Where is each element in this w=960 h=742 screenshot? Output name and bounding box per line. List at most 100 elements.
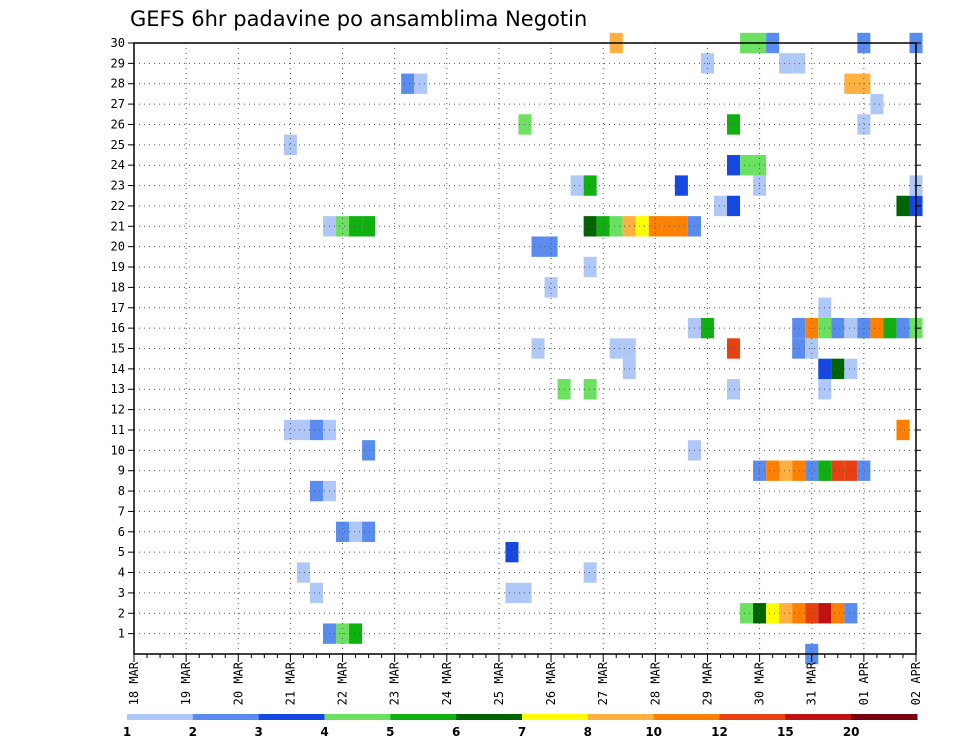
cell-84: [727, 195, 741, 217]
colorbar-label: 12: [711, 725, 728, 739]
colorbar-swatch: [851, 714, 918, 720]
y-tick-label: 6: [118, 525, 125, 539]
cell-31: [857, 460, 871, 481]
cell-11: [844, 603, 858, 624]
x-axis: 18 MAR 19 MAR 20 MAR 21 MAR 22 MAR 23 MAR 24 M…: [127, 654, 923, 705]
x-tick-label: 25 MAR: [492, 661, 506, 705]
colorbar-label: 15: [777, 725, 794, 739]
cell-20: [362, 521, 376, 542]
y-tick-label: 4: [118, 566, 125, 580]
cell-21: [309, 480, 323, 502]
cells-layer: [283, 32, 923, 665]
cell-19: [349, 521, 363, 542]
cell-63: [896, 317, 910, 339]
cell-75: [596, 216, 610, 237]
cell-67: [583, 256, 597, 278]
cell-15: [296, 562, 310, 583]
cell-80: [661, 216, 675, 237]
y-tick-label: 7: [118, 504, 125, 518]
y-tick-label: 26: [111, 117, 125, 131]
cell-106: [792, 53, 806, 74]
cell-24: [766, 460, 780, 481]
cell-78: [635, 216, 649, 237]
colorbar-swatch: [653, 714, 720, 720]
cell-88: [583, 175, 597, 196]
cell-101: [414, 73, 428, 94]
cell-41: [727, 379, 741, 400]
cell-12: [309, 582, 323, 604]
colorbar-swatch: [456, 714, 523, 720]
y-tick-label: 19: [111, 260, 125, 274]
cell-51: [792, 338, 806, 359]
cell-55: [792, 317, 806, 339]
x-tick-label: 18 MAR: [127, 661, 141, 705]
y-tick-label: 13: [111, 382, 125, 396]
cell-76: [609, 216, 623, 237]
y-tick-label: 1: [118, 627, 125, 641]
colorbar-label: 6: [452, 725, 460, 739]
x-tick-label: 29 MAR: [700, 661, 714, 705]
cell-99: [870, 93, 884, 115]
cell-13: [505, 582, 519, 604]
y-tick-label: 18: [111, 280, 125, 294]
x-tick-label: 19 MAR: [179, 661, 193, 705]
cell-102: [844, 73, 858, 94]
grid-layer: [134, 43, 916, 654]
cell-93: [740, 155, 754, 176]
x-tick-label: 30 MAR: [753, 661, 767, 705]
colorbar-label: 7: [518, 725, 526, 739]
cell-69: [544, 236, 558, 257]
cell-2: [349, 623, 363, 644]
colorbar-label: 1: [123, 725, 131, 739]
x-tick-label: 27 MAR: [596, 661, 610, 705]
cell-100: [401, 73, 415, 94]
y-tick-label: 24: [111, 158, 125, 172]
y-tick-label: 27: [111, 97, 125, 111]
colorbar-label: 20: [843, 725, 860, 739]
colorbar-swatch: [127, 714, 194, 720]
cell-66: [544, 277, 558, 298]
cell-6: [779, 603, 793, 624]
cell-38: [896, 419, 910, 441]
x-tick-label: 22 MAR: [336, 661, 350, 705]
cell-89: [674, 175, 688, 196]
cell-72: [349, 216, 363, 237]
cell-87: [570, 175, 584, 196]
colorbar: 1 2 3 4 5 6 7 8 10 12 15 20: [123, 714, 918, 739]
cell-47: [531, 338, 545, 359]
colorbar-label: 5: [386, 725, 394, 739]
cell-26: [792, 460, 806, 481]
colorbar-label: 8: [584, 725, 592, 739]
colorbar-swatch: [785, 714, 852, 720]
x-tick-label: 23 MAR: [388, 661, 402, 705]
cell-10: [831, 603, 845, 624]
y-axis: 1234567891011121314151617181920212223242…: [111, 36, 921, 641]
x-tick-label: 02 APR: [909, 661, 923, 705]
cell-92: [727, 155, 741, 176]
x-tick-label: 01 APR: [857, 661, 871, 705]
y-tick-label: 20: [111, 240, 125, 254]
cell-29: [831, 460, 845, 481]
cell-98: [857, 114, 871, 135]
cell-18: [336, 521, 350, 542]
cell-48: [609, 338, 623, 359]
cell-46: [844, 358, 858, 380]
x-tick-label: 26 MAR: [544, 661, 558, 705]
colorbar-label: 4: [320, 725, 328, 739]
y-tick-label: 3: [118, 586, 125, 600]
cell-61: [870, 317, 884, 339]
cell-79: [648, 216, 662, 237]
cell-68: [531, 236, 545, 257]
cell-58: [831, 317, 845, 339]
cell-71: [336, 216, 350, 237]
y-tick-label: 14: [111, 362, 125, 376]
y-tick-label: 22: [111, 199, 125, 213]
cell-30: [844, 460, 858, 481]
y-tick-label: 9: [118, 464, 125, 478]
cell-95: [283, 134, 297, 156]
cell-35: [296, 419, 310, 441]
cell-105: [779, 53, 793, 74]
chart-title: GEFS 6hr padavine po ansamblima Negotin: [130, 7, 587, 31]
colorbar-label: 2: [189, 725, 197, 739]
cell-17: [505, 541, 519, 563]
